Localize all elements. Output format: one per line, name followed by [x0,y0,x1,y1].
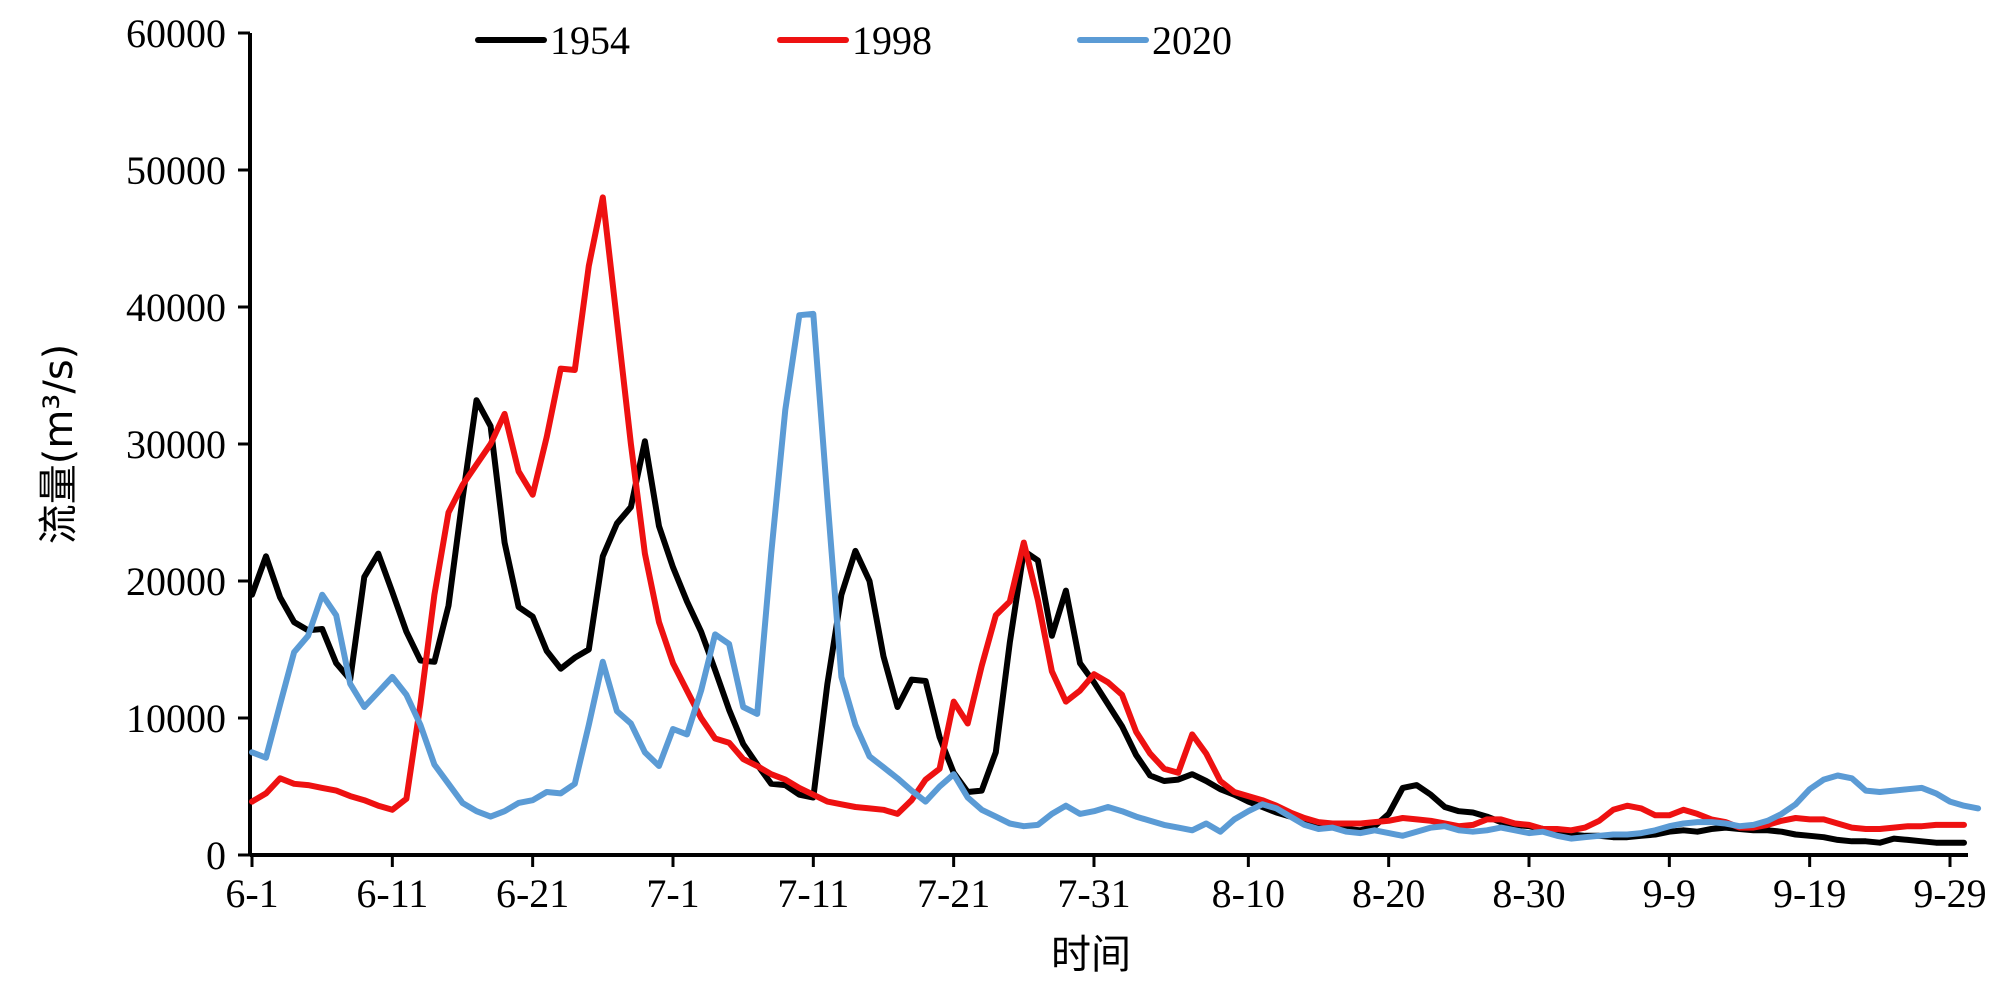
x-axis-title: 时间 [1051,932,1131,978]
legend-label-1954: 1954 [550,18,630,63]
x-tick-label: 7-21 [917,871,990,916]
series-line-1954 [249,397,1967,846]
x-tick-label: 8-20 [1352,871,1425,916]
series-line-2020 [249,310,1982,842]
series-lines [249,194,1982,846]
y-tick-label: 20000 [126,559,226,604]
y-ticks: 0 10000 20000 30000 40000 50000 60000 [126,11,250,878]
legend-label-2020: 2020 [1152,18,1232,63]
y-tick-label: 50000 [126,148,226,193]
x-tick-label: 7-1 [646,871,699,916]
x-tick-label: 6-21 [496,871,569,916]
x-tick-label: 9-29 [1913,871,1986,916]
legend-label-1998: 1998 [852,18,932,63]
x-tick-label: 8-10 [1212,871,1285,916]
x-tick-label: 7-11 [777,871,849,916]
x-tick-label: 9-9 [1643,871,1696,916]
legend: 1954 1998 2020 [475,18,1232,63]
x-tick-label: 6-11 [356,871,428,916]
y-tick-label: 0 [206,833,226,878]
y-tick-label: 40000 [126,285,226,330]
y-tick-label: 30000 [126,422,226,467]
series-line-1998 [249,194,1967,834]
x-tick-label: 7-31 [1057,871,1130,916]
x-tick-label: 9-19 [1773,871,1846,916]
x-tick-label: 8-30 [1492,871,1565,916]
axes [248,33,1968,857]
x-tick-label: 6-1 [225,871,278,916]
y-tick-label: 10000 [126,696,226,741]
y-axis-title: 流量(m³/s) [36,344,82,545]
x-ticks: 6-1 6-11 6-21 7-1 7-11 7-21 7-31 8-10 8-20 8-30 9-… [225,855,1987,916]
y-tick-label: 60000 [126,11,226,56]
